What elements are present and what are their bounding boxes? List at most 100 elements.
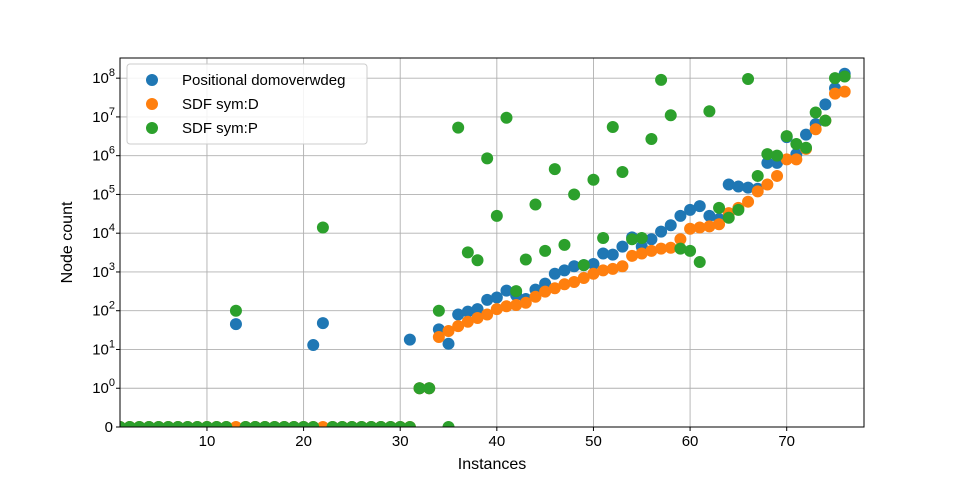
data-point-series-3 xyxy=(355,421,368,427)
data-point-series-3 xyxy=(278,421,291,427)
data-point-series-2 xyxy=(713,218,726,231)
legend-label: SDF sym:P xyxy=(182,120,258,137)
x-tick-label: 40 xyxy=(488,433,505,450)
y-axis-label: Node count xyxy=(59,201,76,283)
data-point-series-3 xyxy=(597,232,610,245)
data-point-series-3 xyxy=(500,111,513,124)
data-point-series-3 xyxy=(732,203,745,216)
data-point-series-3 xyxy=(394,421,407,427)
data-point-series-3 xyxy=(722,211,735,224)
data-point-series-3 xyxy=(548,163,561,176)
data-point-series-3 xyxy=(384,421,397,427)
data-point-series-1 xyxy=(481,293,494,306)
data-point-series-3 xyxy=(490,209,503,222)
data-point-series-3 xyxy=(200,421,213,427)
data-point-series-2 xyxy=(500,300,513,313)
data-point-series-2 xyxy=(790,153,803,166)
data-point-series-1 xyxy=(568,260,581,273)
y-tick-label: 107 xyxy=(92,106,115,126)
data-point-series-3 xyxy=(693,256,706,269)
axis-ticks: 10 20 30 40 50 60 70 0 100 101 102 103 104 105 106 107 1… xyxy=(92,67,795,450)
data-point-series-3 xyxy=(587,173,600,186)
plot-frame xyxy=(119,57,865,428)
data-point-series-3 xyxy=(780,130,793,143)
data-point-series-2 xyxy=(674,233,687,246)
x-tick-label: 50 xyxy=(585,433,602,450)
data-point-series-3 xyxy=(655,73,668,86)
data-point-series-3 xyxy=(568,188,581,201)
data-point-series-3 xyxy=(229,304,242,317)
data-point-series-2 xyxy=(490,303,503,316)
data-point-series-1 xyxy=(664,219,677,232)
data-point-series-1 xyxy=(490,291,503,304)
y-tick-label: 105 xyxy=(92,183,115,203)
data-point-series-1 xyxy=(761,156,774,169)
data-point-series-1 xyxy=(703,209,716,222)
data-point-series-1 xyxy=(548,267,561,280)
y-tick-label: 100 xyxy=(92,377,115,397)
data-point-series-3 xyxy=(423,382,436,395)
data-point-series-3 xyxy=(413,382,426,395)
data-point-series-3 xyxy=(162,421,175,427)
data-point-series-1 xyxy=(606,248,619,261)
data-point-series-3 xyxy=(258,421,271,427)
data-point-series-3 xyxy=(220,421,233,427)
y-tick-label: 108 xyxy=(92,67,115,87)
data-point-series-3 xyxy=(800,141,813,154)
data-point-series-2 xyxy=(442,324,455,337)
data-point-series-2 xyxy=(529,290,542,303)
data-point-series-2 xyxy=(568,276,581,289)
data-point-series-2 xyxy=(751,185,764,198)
legend: Positional domoverwdeg SDF sym:D SDF sym:P xyxy=(126,63,368,145)
data-point-series-2 xyxy=(838,85,851,98)
y-tick-label: 0 xyxy=(105,419,113,436)
data-point-series-1 xyxy=(674,209,687,222)
data-point-series-1 xyxy=(442,337,455,350)
data-point-series-2 xyxy=(771,169,784,182)
data-point-series-1 xyxy=(471,303,484,316)
data-point-series-2 xyxy=(761,178,774,191)
x-tick-label: 70 xyxy=(778,433,795,450)
data-point-series-1 xyxy=(722,178,735,191)
data-point-series-3 xyxy=(471,254,484,267)
data-point-series-1 xyxy=(452,308,465,321)
data-point-series-3 xyxy=(239,421,252,427)
legend-label: Positional domoverwdeg xyxy=(182,72,345,89)
data-point-series-3 xyxy=(703,105,716,118)
data-point-series-3 xyxy=(539,244,552,257)
legend-marker xyxy=(146,122,158,134)
x-tick-label: 10 xyxy=(199,433,216,450)
data-point-series-3 xyxy=(336,421,349,427)
data-point-series-3 xyxy=(249,421,262,427)
data-point-series-3 xyxy=(316,221,329,234)
x-axis-label: Instances xyxy=(458,456,526,473)
data-point-series-2 xyxy=(558,278,571,291)
data-point-series-2 xyxy=(809,123,822,136)
data-point-series-3 xyxy=(674,242,687,255)
data-point-series-1 xyxy=(316,317,329,330)
data-point-series-3 xyxy=(742,73,755,86)
y-tick-label: 102 xyxy=(92,300,115,320)
data-point-series-1 xyxy=(819,98,832,111)
data-point-series-3 xyxy=(809,106,822,119)
data-point-series-3 xyxy=(626,233,639,246)
legend-box xyxy=(126,63,368,145)
data-point-series-3 xyxy=(529,198,542,211)
data-point-series-2 xyxy=(481,308,494,321)
data-point-series-3 xyxy=(171,421,184,427)
data-point-series-3 xyxy=(365,421,378,427)
data-point-series-3 xyxy=(181,421,194,427)
data-point-series-3 xyxy=(442,421,455,427)
data-point-series-2 xyxy=(510,299,523,312)
data-point-series-3 xyxy=(191,421,204,427)
data-point-series-2 xyxy=(577,271,590,284)
data-point-series-1 xyxy=(461,305,474,318)
data-point-series-3 xyxy=(142,421,155,427)
data-point-series-1 xyxy=(693,200,706,213)
data-point-series-3 xyxy=(577,259,590,272)
data-point-series-1 xyxy=(616,240,629,253)
data-point-series-3 xyxy=(558,238,571,251)
data-point-series-1 xyxy=(800,128,813,141)
data-point-series-3 xyxy=(374,421,387,427)
